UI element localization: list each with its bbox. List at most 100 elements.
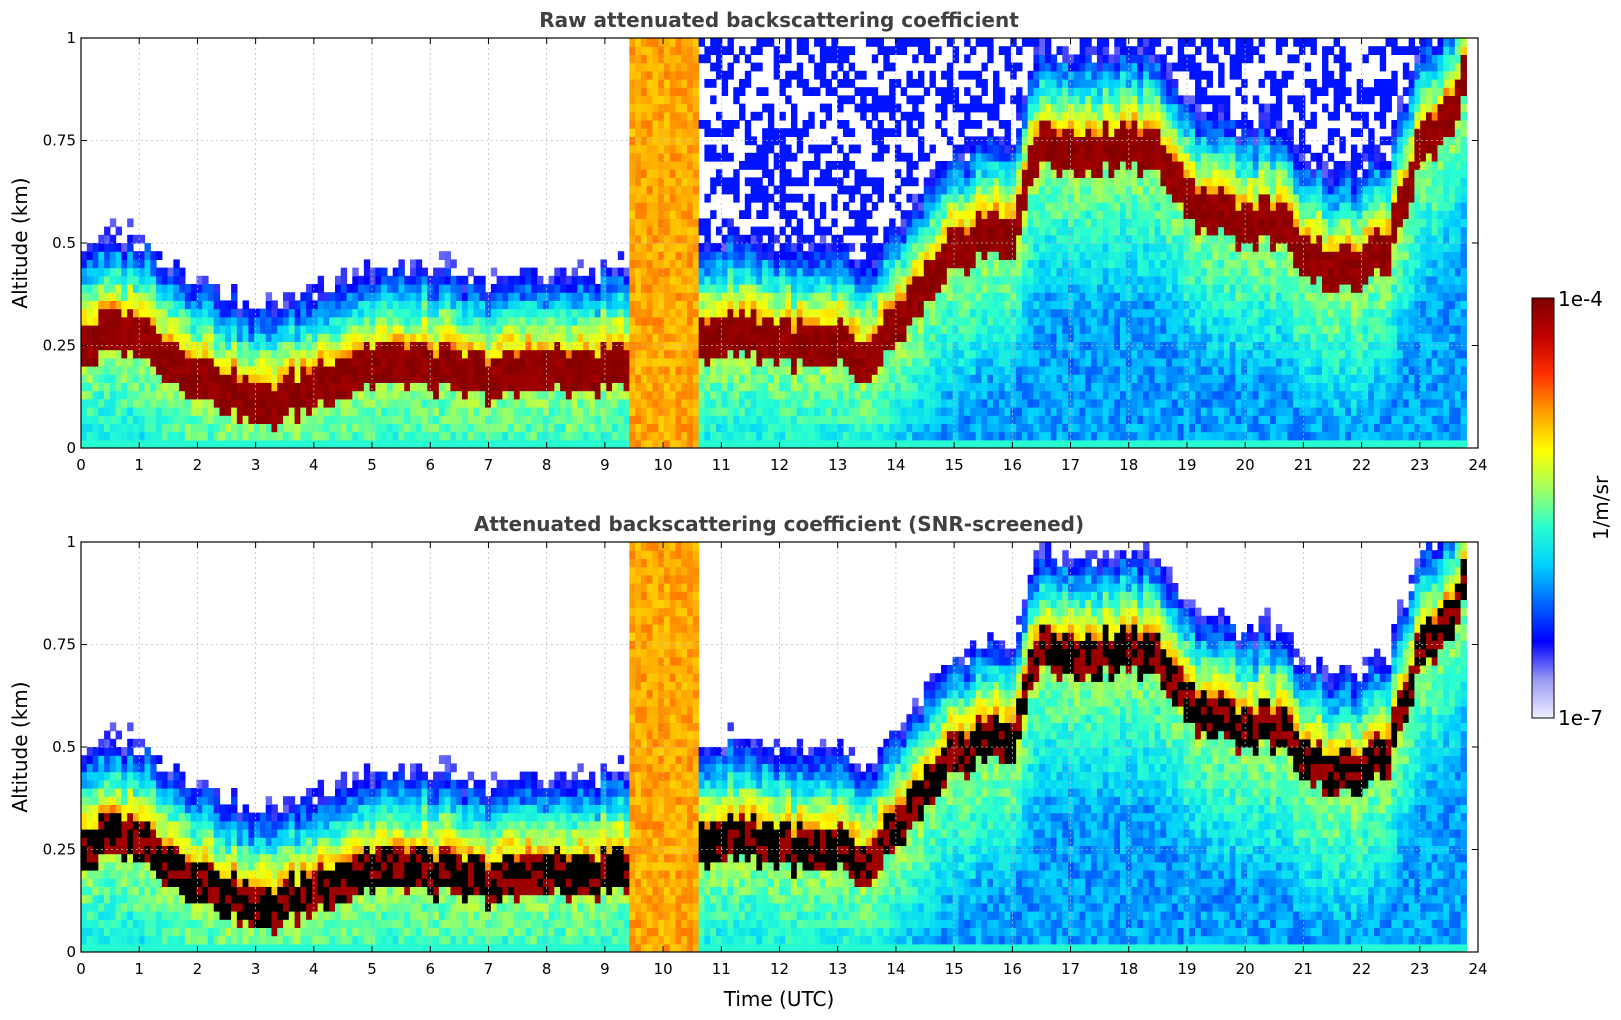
heatmap-cell	[444, 300, 452, 310]
heatmap-cell	[981, 366, 988, 375]
heatmap-cell	[975, 349, 983, 359]
heatmap-cell	[854, 423, 861, 433]
heatmap-cell	[837, 284, 844, 293]
heatmap-cell	[877, 374, 884, 383]
heatmap-cell	[606, 415, 613, 424]
heatmap-cell	[866, 275, 873, 285]
heatmap-cell	[923, 349, 931, 359]
heatmap-cell	[207, 407, 215, 416]
heatmap-cell	[727, 316, 734, 326]
heatmap-cell	[1033, 185, 1040, 195]
heatmap-cell	[848, 161, 856, 170]
heatmap-cell	[317, 390, 325, 400]
heatmap-cell	[664, 382, 671, 392]
heatmap-cell	[404, 284, 411, 293]
heatmap-cell	[606, 284, 613, 293]
heatmap-cell	[144, 284, 151, 293]
heatmap-cell	[496, 390, 503, 400]
heatmap-cell	[866, 415, 873, 424]
heatmap-cell	[756, 87, 763, 96]
heatmap-cell	[929, 218, 936, 228]
heatmap-cell	[664, 70, 671, 80]
heatmap-cell	[548, 333, 555, 342]
heatmap-cell	[831, 177, 838, 187]
heatmap-cell	[681, 398, 688, 408]
heatmap-cell	[513, 390, 521, 400]
heatmap-cell	[848, 144, 856, 154]
heatmap-cell	[698, 398, 706, 408]
heatmap-cell	[1027, 259, 1035, 269]
heatmap-cell	[537, 439, 544, 448]
heatmap-cell	[658, 218, 665, 228]
heatmap-cell	[392, 382, 400, 392]
heatmap-cell	[617, 415, 625, 424]
heatmap-cell	[987, 316, 994, 326]
heatmap-cell	[819, 439, 827, 448]
heatmap-cell	[236, 423, 244, 433]
heatmap-cell	[231, 349, 238, 359]
heatmap-cell	[675, 38, 682, 47]
heatmap-cell	[537, 316, 544, 326]
heatmap-cell	[1039, 423, 1046, 433]
heatmap-cell	[756, 423, 763, 433]
heatmap-cell	[692, 316, 700, 326]
heatmap-cell	[167, 398, 174, 408]
heatmap-cell	[450, 349, 457, 359]
heatmap-cell	[715, 382, 723, 392]
heatmap-cell	[508, 284, 515, 293]
heatmap-cell	[1004, 333, 1011, 342]
heatmap-cell	[207, 292, 215, 301]
heatmap-cell	[987, 267, 994, 277]
heatmap-cell	[537, 275, 544, 285]
heatmap-cell	[860, 103, 867, 113]
heatmap-cell	[675, 144, 682, 154]
heatmap-cell	[727, 185, 734, 195]
heatmap-cell	[392, 439, 400, 448]
heatmap-cell	[796, 70, 804, 80]
heatmap-cell	[311, 374, 319, 383]
heatmap-cell	[560, 316, 567, 326]
heatmap-cell	[796, 267, 804, 277]
heatmap-cell	[669, 234, 677, 244]
heatmap-cell	[565, 284, 573, 293]
heatmap-cell	[808, 357, 815, 367]
heatmap-cell	[767, 407, 775, 416]
heatmap-cell	[513, 407, 521, 416]
heatmap-cell	[104, 431, 111, 441]
heatmap-cell	[675, 431, 682, 441]
heatmap-cell	[1044, 341, 1052, 351]
heatmap-cell	[767, 267, 775, 277]
heatmap-cell	[433, 275, 440, 285]
heatmap-cell	[750, 349, 757, 359]
heatmap-cell	[906, 169, 913, 178]
heatmap-cell	[952, 144, 959, 154]
heatmap-cell	[779, 382, 786, 392]
heatmap-cell	[132, 407, 140, 416]
heatmap-cell	[410, 431, 417, 441]
heatmap-cell	[866, 120, 873, 129]
heatmap-cell	[825, 54, 832, 64]
heatmap-cell	[404, 398, 411, 408]
heatmap-cell	[935, 382, 942, 392]
heatmap-cell	[946, 251, 954, 260]
heatmap-cell	[271, 390, 278, 400]
heatmap-cell	[721, 128, 729, 137]
heatmap-cell	[161, 423, 169, 433]
heatmap-cell	[444, 349, 452, 359]
heatmap-cell	[167, 300, 174, 310]
heatmap-cell	[1027, 79, 1035, 88]
heatmap-cell	[860, 218, 867, 228]
heatmap-cell	[612, 423, 619, 433]
heatmap-cell	[352, 316, 359, 326]
heatmap-cell	[975, 161, 983, 170]
heatmap-cell	[369, 423, 376, 433]
heatmap-cell	[606, 292, 613, 301]
heatmap-cell	[513, 357, 521, 367]
heatmap-cell	[762, 267, 769, 277]
heatmap-cell	[877, 95, 884, 105]
heatmap-cell	[958, 333, 965, 342]
heatmap-cell	[583, 423, 590, 433]
heatmap-cell	[860, 210, 867, 219]
heatmap-cell	[721, 300, 729, 310]
heatmap-cell	[421, 325, 428, 334]
